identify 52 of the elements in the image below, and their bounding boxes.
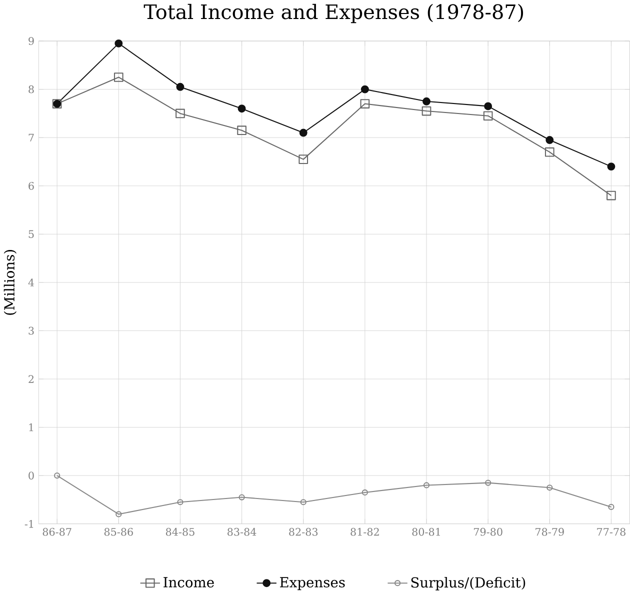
point bbox=[423, 482, 430, 488]
point bbox=[114, 72, 124, 82]
point bbox=[546, 484, 553, 491]
point bbox=[237, 126, 246, 136]
x-tick-label: 86-87 bbox=[42, 528, 72, 536]
y-tick-label: 6 bbox=[28, 182, 34, 190]
y-tick-label: 8 bbox=[28, 85, 34, 94]
y-tick-label: 2 bbox=[28, 375, 34, 383]
point bbox=[484, 102, 492, 110]
legend-label: Expenses bbox=[280, 577, 345, 590]
x-tick-label: 79-80 bbox=[474, 528, 502, 536]
chart-title: Total Income and Expenses (1978-87) bbox=[144, 4, 524, 24]
point bbox=[298, 154, 308, 164]
point bbox=[546, 136, 554, 144]
point bbox=[177, 499, 184, 506]
point bbox=[299, 128, 308, 137]
point bbox=[300, 499, 306, 506]
point bbox=[176, 82, 184, 91]
point bbox=[114, 40, 123, 48]
point bbox=[606, 190, 616, 200]
point bbox=[483, 111, 493, 121]
point bbox=[176, 108, 185, 118]
point bbox=[362, 489, 368, 496]
x-tick-label: 78-79 bbox=[536, 528, 564, 536]
x-tick-label: 77-78 bbox=[597, 528, 626, 536]
point bbox=[116, 511, 122, 518]
y-tick-label: 1 bbox=[29, 424, 34, 432]
point bbox=[238, 104, 246, 113]
y-tick-label: -1 bbox=[24, 520, 34, 528]
y-tick-label: 4 bbox=[28, 278, 34, 286]
y-axis-title: (Millions) bbox=[4, 250, 17, 315]
x-tick-label: 85-86 bbox=[104, 528, 133, 536]
y-tick-label: 5 bbox=[28, 230, 34, 238]
point bbox=[422, 97, 430, 106]
point bbox=[422, 106, 432, 116]
y-tick-label: 3 bbox=[28, 326, 34, 335]
x-tick-label: 84-85 bbox=[166, 528, 194, 536]
point bbox=[360, 85, 369, 94]
point bbox=[485, 480, 492, 486]
y-tick-label: 7 bbox=[28, 134, 34, 142]
y-tick-label: 0 bbox=[28, 472, 34, 480]
point bbox=[607, 162, 616, 171]
point bbox=[360, 99, 370, 109]
point bbox=[544, 147, 554, 157]
point bbox=[238, 494, 245, 500]
legend-label: Surplus/(Deficit) bbox=[411, 577, 526, 590]
x-tick-label: 80-81 bbox=[412, 528, 440, 536]
legend-label: Income bbox=[164, 577, 214, 588]
x-tick-label: 81-82 bbox=[350, 528, 379, 536]
x-tick-label: 82-83 bbox=[289, 528, 318, 536]
x-tick-label: 83-84 bbox=[228, 528, 256, 536]
y-tick-label: 9 bbox=[28, 37, 34, 46]
